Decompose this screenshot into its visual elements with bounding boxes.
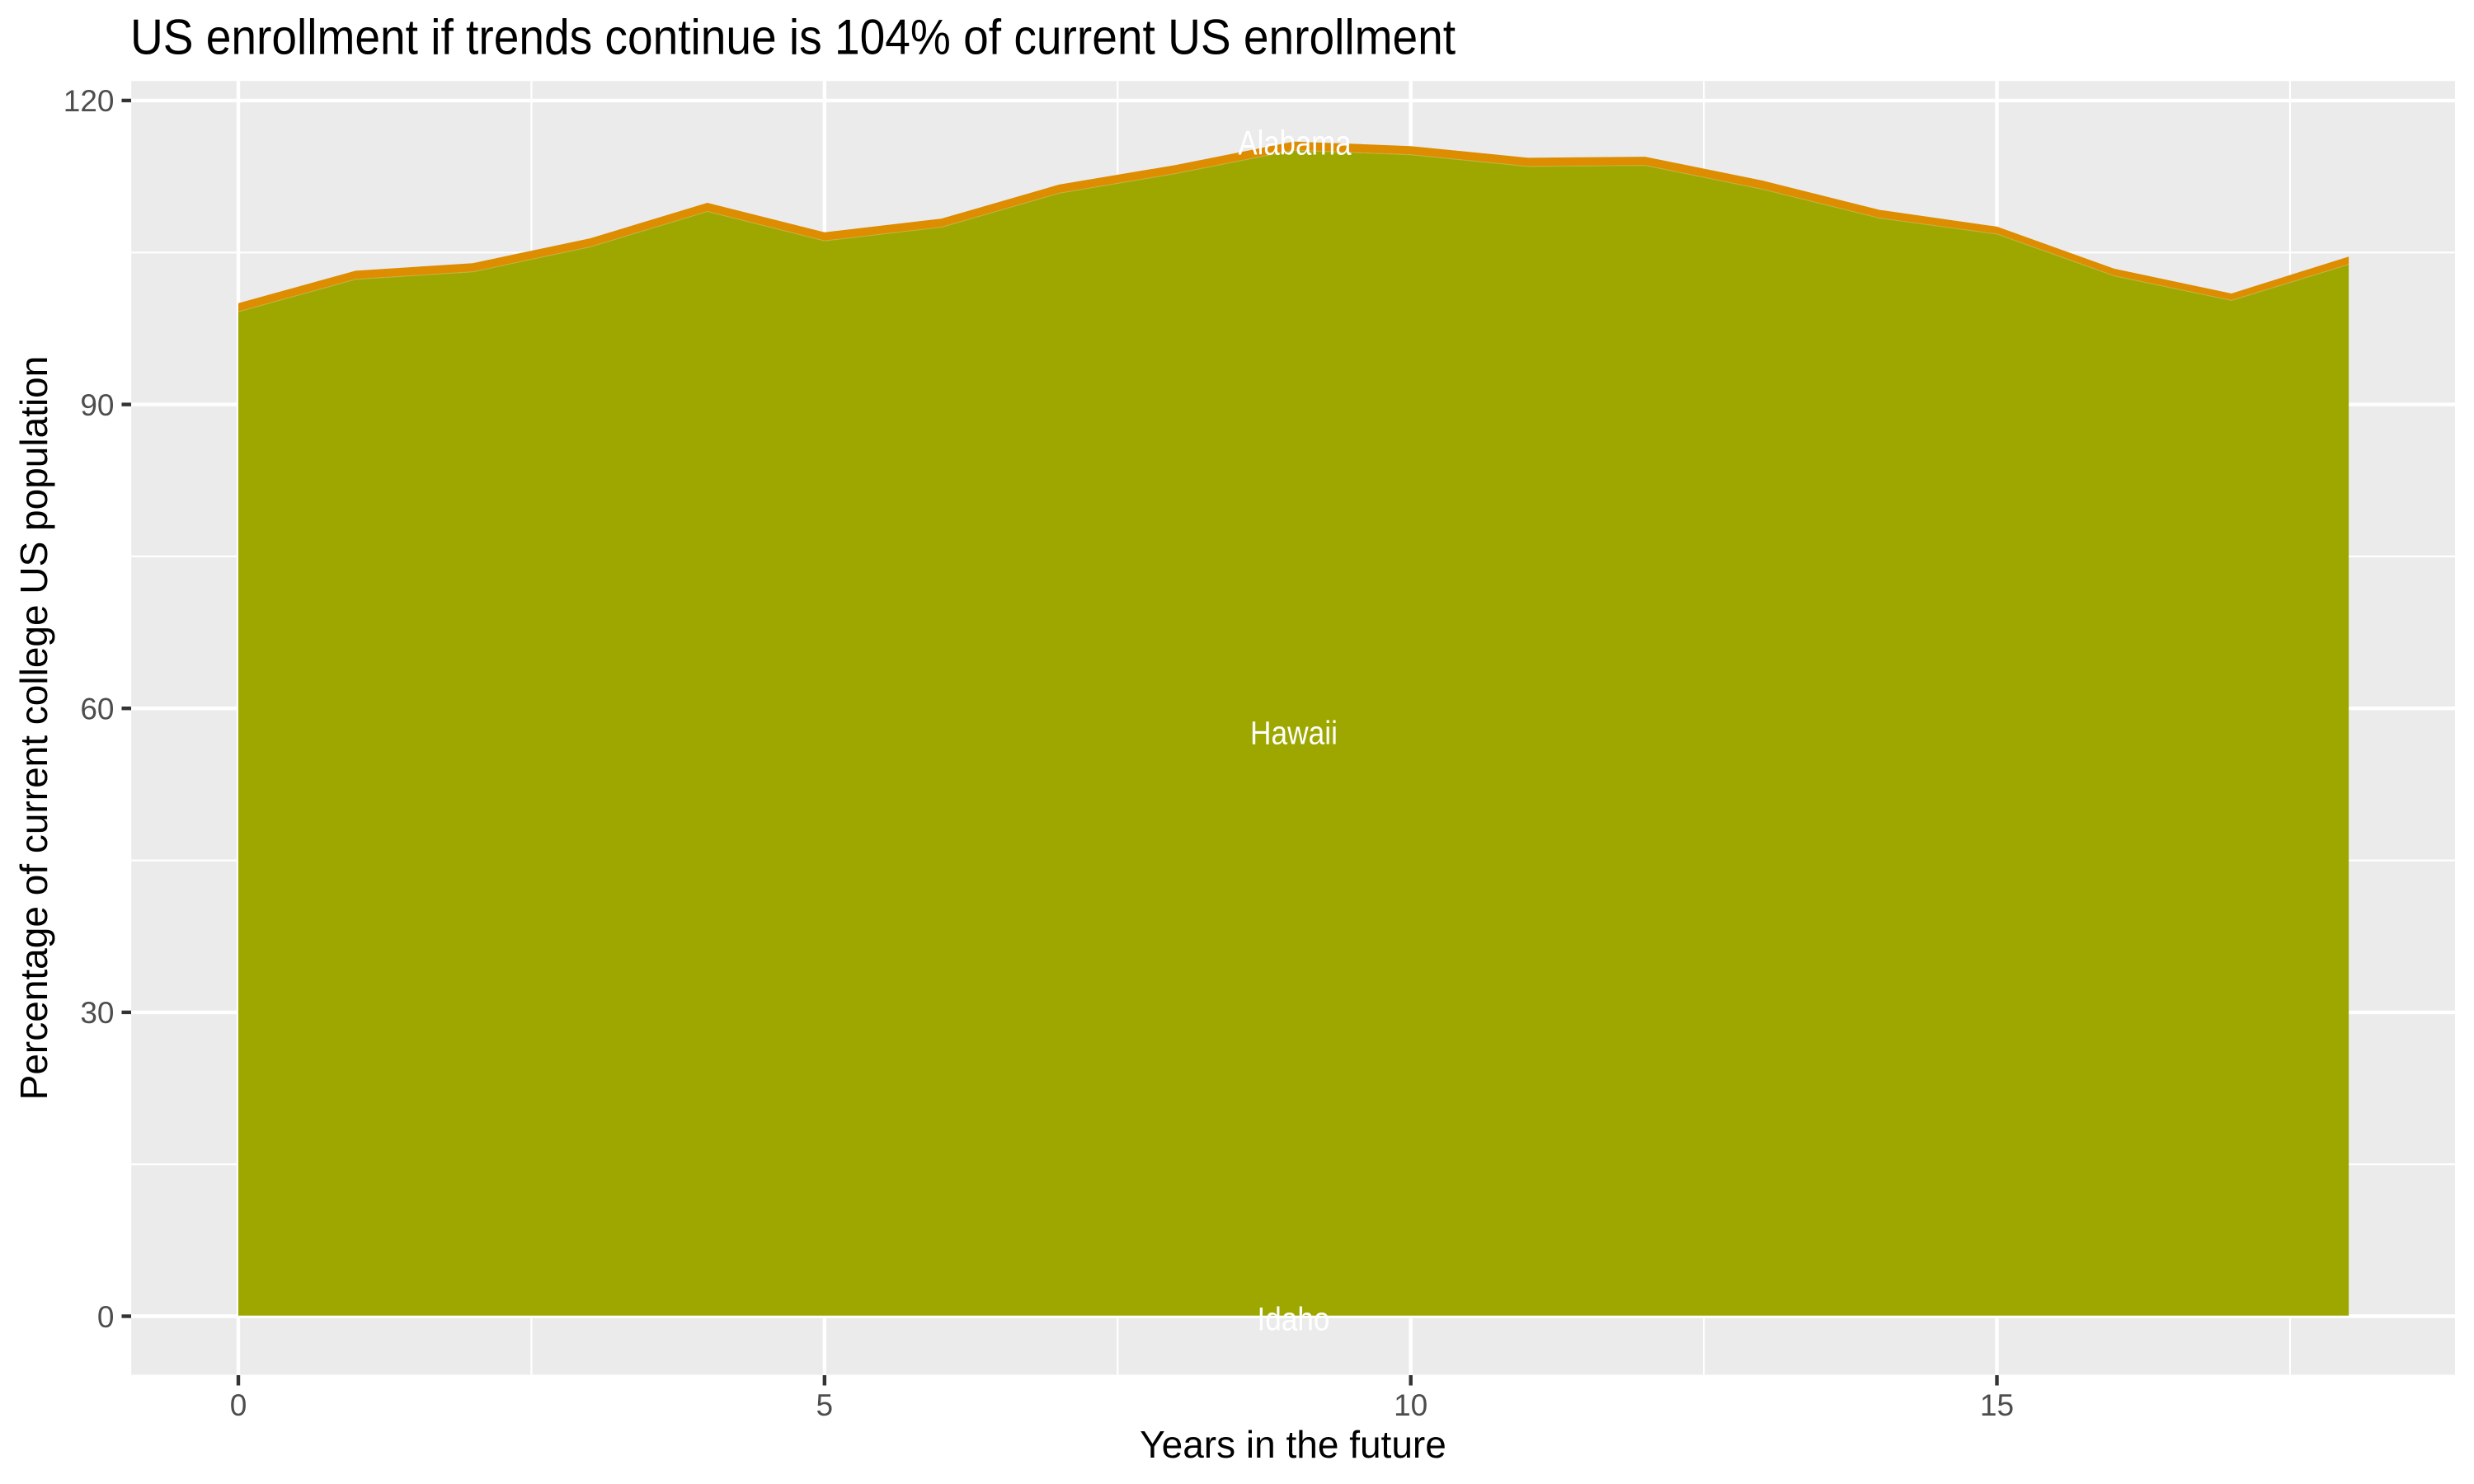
svg-text:90: 90 [80,388,114,422]
svg-text:Idaho: Idaho [1258,1302,1330,1338]
svg-text:0: 0 [230,1388,247,1422]
svg-text:Alabama: Alabama [1239,124,1352,162]
svg-text:120: 120 [63,84,115,118]
svg-text:Hawaii: Hawaii [1250,716,1338,752]
svg-text:Percentage of current college: Percentage of current college US populat… [12,356,55,1101]
svg-text:0: 0 [97,1300,115,1334]
svg-text:US enrollment if trends contin: US enrollment if trends continue is 104%… [130,10,1456,65]
svg-text:60: 60 [80,693,114,726]
svg-text:5: 5 [816,1388,834,1422]
svg-text:Years in the future: Years in the future [1140,1423,1446,1466]
svg-text:15: 15 [1980,1388,2014,1422]
svg-text:10: 10 [1394,1388,1427,1422]
svg-text:30: 30 [80,996,114,1030]
